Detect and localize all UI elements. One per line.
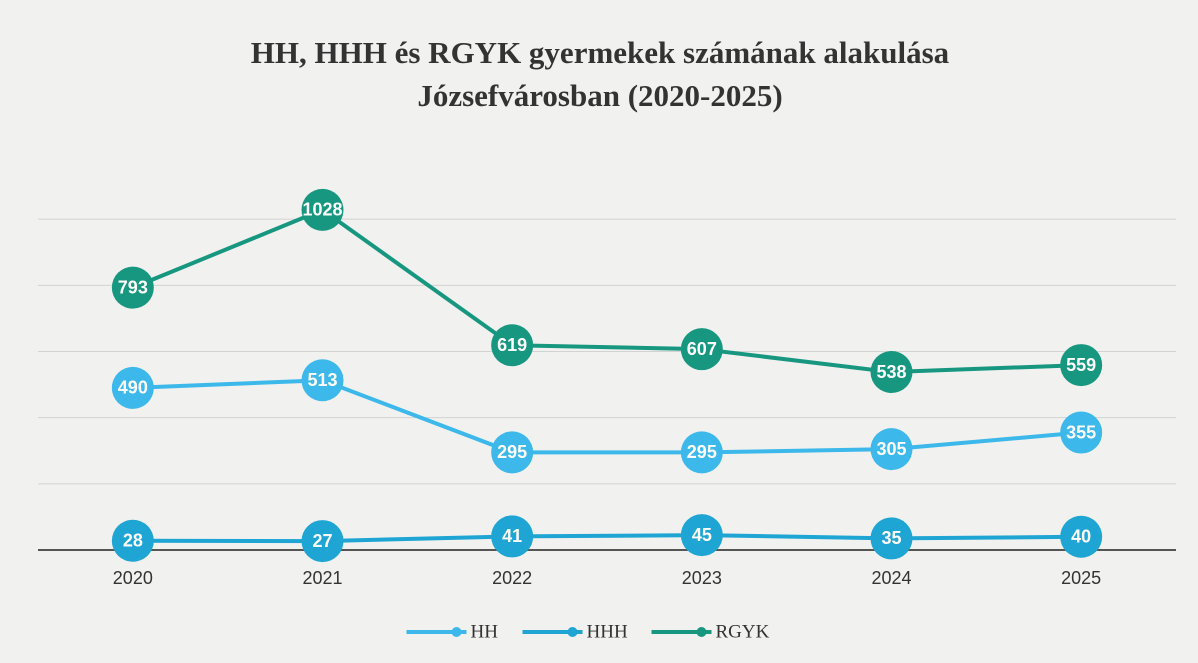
series-line (132, 378, 1082, 455)
legend-label: HH (471, 621, 499, 642)
data-label: 793 (118, 277, 148, 297)
data-point (870, 517, 913, 560)
data-label: 538 (876, 362, 906, 382)
data-point (680, 328, 723, 371)
data-point (301, 188, 344, 231)
series-line (132, 533, 1082, 544)
series-line (132, 207, 1082, 375)
data-point (680, 514, 723, 557)
data-point (870, 428, 913, 471)
data-label: 295 (687, 442, 717, 462)
legend-marker (696, 627, 707, 637)
data-label: 559 (1066, 355, 1096, 375)
data-label: 28 (123, 530, 143, 550)
legend-marker (451, 627, 462, 637)
data-point (680, 431, 723, 474)
data-label: 27 (312, 531, 332, 551)
data-label: 41 (502, 526, 522, 546)
data-label: 1028 (302, 200, 342, 220)
data-point (111, 266, 154, 309)
data-label: 40 (1071, 527, 1091, 547)
data-point (1060, 515, 1103, 558)
data-point (491, 431, 534, 474)
x-tick-label: 2021 (302, 568, 342, 588)
data-label: 305 (876, 439, 906, 459)
data-point (301, 520, 344, 563)
data-point (111, 366, 154, 409)
data-label: 295 (497, 442, 527, 462)
data-point (111, 519, 154, 562)
data-label: 355 (1066, 422, 1096, 442)
x-tick-label: 2025 (1061, 568, 1101, 588)
data-label: 619 (497, 335, 527, 355)
legend-label: HHH (587, 621, 628, 642)
data-label: 45 (692, 525, 712, 545)
data-point (870, 351, 913, 394)
data-point (491, 515, 534, 558)
chart-subtitle: Józsefvárosban (2020-2025) (417, 78, 782, 113)
x-tick-label: 2023 (682, 568, 722, 588)
chart-title: HH, HHH és RGYK gyermekek számának alaku… (251, 35, 950, 70)
data-point (1060, 411, 1103, 454)
data-point (301, 359, 344, 402)
legend-label: RGYK (716, 621, 770, 642)
data-label: 490 (118, 378, 148, 398)
x-tick-label: 2022 (492, 568, 532, 588)
x-tick-label: 2024 (871, 568, 911, 588)
x-tick-label: 2020 (113, 568, 153, 588)
data-label: 607 (687, 339, 717, 359)
data-label: 513 (307, 370, 337, 390)
data-point (1060, 344, 1103, 387)
legend-marker (567, 627, 578, 637)
data-label: 35 (881, 528, 901, 548)
data-point (491, 324, 534, 367)
